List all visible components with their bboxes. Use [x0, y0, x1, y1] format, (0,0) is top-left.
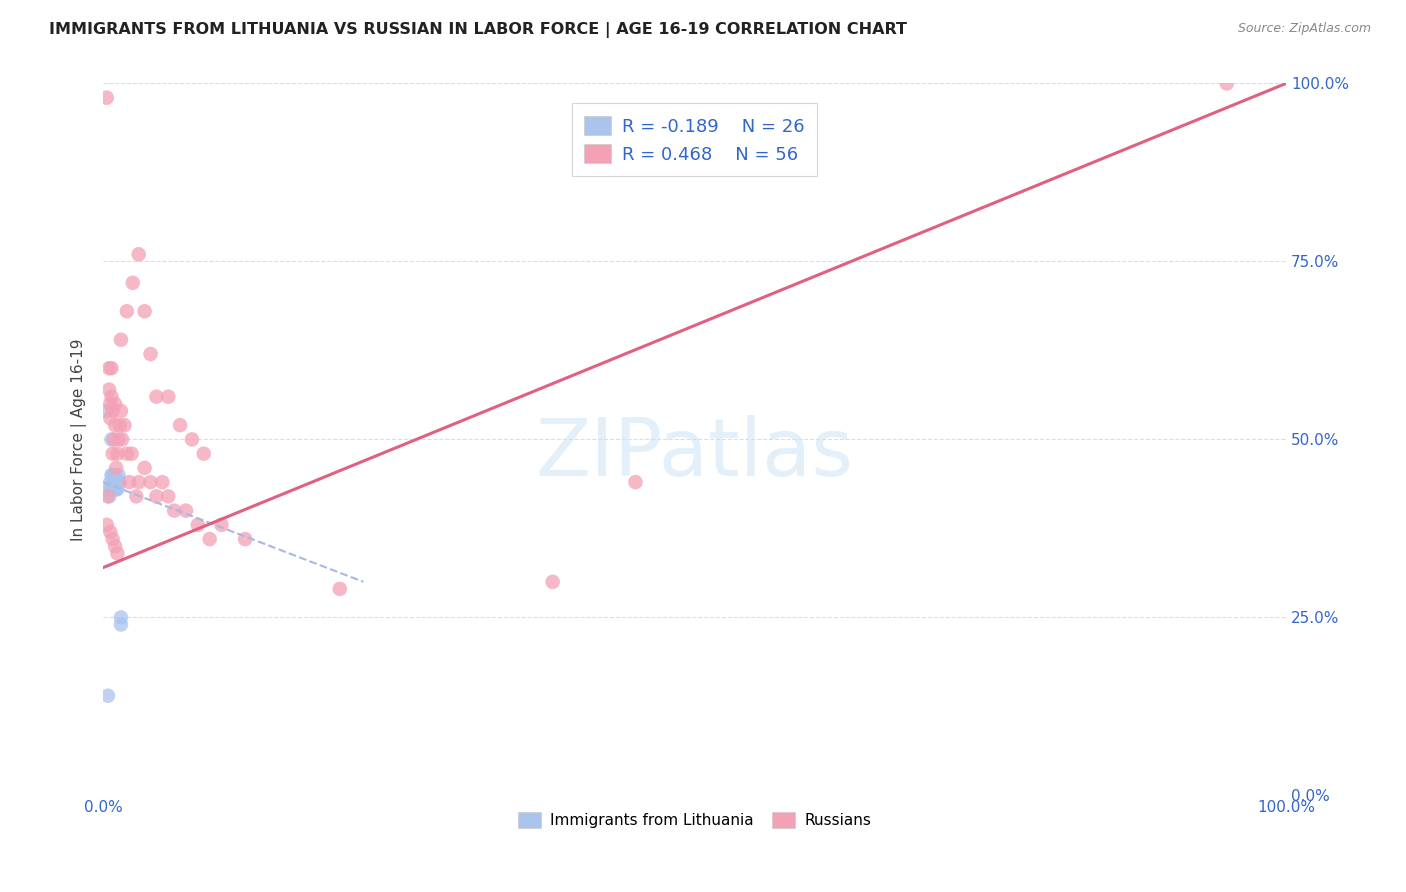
Point [180, 433, 202, 447]
Point [107, 447, 129, 461]
Point [121, 447, 143, 461]
Point [329, 582, 352, 596]
Point [139, 347, 162, 361]
Point [624, 475, 647, 490]
Point [107, 433, 129, 447]
Legend: Immigrants from Lithuania, Russians: Immigrants from Lithuania, Russians [512, 805, 877, 834]
Point [128, 247, 150, 261]
Point [100, 390, 122, 404]
Point [104, 418, 127, 433]
Point [110, 404, 132, 418]
Text: ZIPatlas: ZIPatlas [536, 415, 853, 492]
Point [121, 276, 143, 290]
Point [98, 411, 121, 425]
Point [101, 447, 124, 461]
Point [100, 482, 122, 496]
Point [104, 397, 127, 411]
Point [104, 539, 127, 553]
Point [139, 475, 162, 490]
Text: IMMIGRANTS FROM LITHUANIA VS RUSSIAN IN LABOR FORCE | AGE 16-19 CORRELATION CHAR: IMMIGRANTS FROM LITHUANIA VS RUSSIAN IN … [49, 22, 907, 38]
Point [150, 475, 173, 490]
Point [114, 418, 136, 433]
Point [98, 475, 121, 490]
Point [169, 418, 191, 433]
Point [187, 517, 209, 532]
Point [107, 546, 129, 560]
Point [110, 333, 132, 347]
Point [103, 433, 125, 447]
Point [104, 475, 127, 490]
Point [107, 482, 129, 496]
Point [100, 468, 122, 483]
Point [211, 517, 233, 532]
Point [157, 489, 180, 503]
Point [100, 433, 122, 447]
Point [1216, 77, 1239, 91]
Point [145, 390, 167, 404]
Point [110, 617, 132, 632]
Point [118, 475, 141, 490]
Point [101, 404, 124, 418]
Point [134, 304, 156, 318]
Point [108, 475, 131, 490]
Point [105, 461, 128, 475]
Point [96, 91, 118, 105]
Point [110, 610, 132, 624]
Point [103, 482, 125, 496]
Point [107, 475, 129, 490]
Point [97, 489, 120, 503]
Point [115, 304, 138, 318]
Point [108, 418, 131, 433]
Point [98, 397, 121, 411]
Point [193, 447, 215, 461]
Point [98, 383, 121, 397]
Point [174, 503, 197, 517]
Point [96, 517, 118, 532]
Point [98, 482, 121, 496]
Point [233, 532, 256, 546]
Point [100, 361, 122, 376]
Point [163, 503, 186, 517]
Point [101, 468, 124, 483]
Point [145, 489, 167, 503]
Point [134, 461, 156, 475]
Point [128, 475, 150, 490]
Text: Source: ZipAtlas.com: Source: ZipAtlas.com [1237, 22, 1371, 36]
Point [98, 524, 121, 539]
Point [125, 489, 148, 503]
Point [107, 468, 129, 483]
Point [157, 390, 180, 404]
Point [101, 475, 124, 490]
Point [97, 689, 120, 703]
Point [105, 482, 128, 496]
Point [101, 482, 124, 496]
Point [541, 574, 564, 589]
Point [105, 475, 128, 490]
Point [96, 404, 118, 418]
Y-axis label: In Labor Force | Age 16-19: In Labor Force | Age 16-19 [72, 338, 87, 541]
Point [107, 475, 129, 490]
Point [98, 489, 121, 503]
Point [103, 475, 125, 490]
Point [104, 468, 127, 483]
Point [105, 475, 128, 490]
Point [198, 532, 221, 546]
Point [115, 447, 138, 461]
Point [101, 532, 124, 546]
Point [98, 361, 121, 376]
Point [111, 433, 134, 447]
Point [104, 482, 127, 496]
